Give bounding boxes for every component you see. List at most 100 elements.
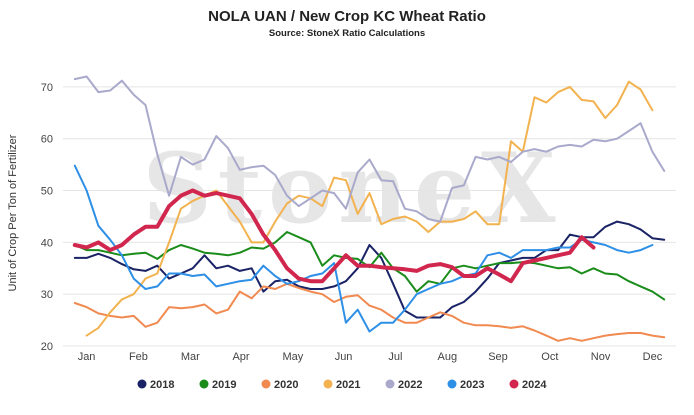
- data-point-2020: [97, 312, 100, 315]
- legend-item-2019[interactable]: 2019: [199, 379, 237, 391]
- data-point-2022: [415, 210, 418, 213]
- data-point-2019: [616, 273, 618, 276]
- data-point-2023: [604, 244, 607, 246]
- data-point-2020: [486, 324, 489, 327]
- data-point-2022: [227, 147, 229, 149]
- data-point-2019: [404, 275, 406, 277]
- legend-item-2021[interactable]: 2021: [323, 379, 361, 391]
- data-point-2024: [569, 251, 571, 254]
- data-point-2018: [639, 228, 642, 231]
- data-point-2020: [380, 308, 383, 311]
- data-point-2020: [85, 306, 88, 308]
- data-point-2023: [156, 285, 159, 288]
- data-point-2018: [203, 254, 206, 257]
- data-point-2020: [498, 325, 501, 328]
- data-point-2024: [85, 246, 88, 249]
- legend-item-2022[interactable]: 2022: [385, 379, 423, 391]
- data-point-2019: [333, 254, 335, 257]
- data-point-2022: [97, 91, 100, 93]
- data-point-2019: [286, 231, 288, 233]
- series-line-2023: [73, 164, 654, 333]
- data-point-2019: [545, 264, 548, 267]
- data-point-2018: [392, 283, 394, 285]
- data-point-2019: [474, 267, 477, 270]
- data-point-2018: [286, 278, 288, 281]
- data-point-2021: [427, 231, 430, 233]
- data-point-2023: [97, 225, 100, 227]
- data-point-2019: [274, 241, 277, 244]
- data-point-2019: [651, 290, 654, 293]
- data-point-2018: [439, 316, 442, 319]
- data-point-2019: [191, 247, 194, 250]
- data-point-2019: [298, 236, 300, 238]
- data-point-2018: [144, 270, 147, 272]
- data-point-2023: [121, 254, 123, 257]
- data-point-2020: [533, 329, 536, 332]
- data-point-2018: [74, 257, 76, 259]
- x-tick-label: Jul: [388, 351, 402, 363]
- data-point-2020: [109, 315, 111, 317]
- data-point-2023: [498, 251, 501, 254]
- y-tick-label: 40: [41, 237, 53, 249]
- data-point-2023: [191, 275, 194, 277]
- data-point-2023: [522, 249, 524, 251]
- data-point-2023: [168, 272, 170, 275]
- data-point-2023: [510, 257, 512, 259]
- data-point-2020: [309, 290, 312, 293]
- data-point-2023: [298, 280, 300, 283]
- data-point-2018: [168, 277, 170, 280]
- legend-item-2020[interactable]: 2020: [261, 379, 299, 391]
- x-tick-label: Feb: [129, 351, 148, 363]
- data-point-2022: [451, 187, 453, 189]
- data-point-2023: [274, 275, 277, 277]
- data-point-2018: [486, 277, 489, 280]
- data-point-2018: [239, 270, 241, 272]
- data-point-2021: [298, 194, 300, 197]
- x-tick-label: Sep: [488, 351, 508, 363]
- data-point-2020: [121, 316, 123, 319]
- data-point-2024: [168, 205, 170, 207]
- data-point-2022: [404, 207, 406, 210]
- data-point-2019: [180, 244, 182, 246]
- data-point-2022: [533, 148, 536, 150]
- data-point-2020: [215, 312, 218, 315]
- data-point-2022: [651, 150, 654, 153]
- data-point-2018: [250, 267, 253, 270]
- series-2020: [73, 282, 666, 342]
- data-point-2021: [498, 223, 501, 225]
- data-point-2024: [227, 194, 229, 197]
- data-point-2019: [203, 251, 206, 254]
- legend-item-2024[interactable]: 2024: [509, 379, 548, 391]
- legend-item-2023[interactable]: 2023: [447, 379, 485, 391]
- data-point-2018: [215, 267, 218, 270]
- data-point-2022: [463, 184, 465, 187]
- y-axis-ticks: 20 30 40 50 60 70: [41, 82, 53, 353]
- data-point-2021: [380, 223, 383, 225]
- data-point-2021: [250, 241, 253, 244]
- data-point-2024: [415, 270, 418, 272]
- data-point-2024: [439, 263, 442, 265]
- data-point-2023: [451, 280, 453, 283]
- data-point-2021: [451, 220, 453, 223]
- legend-marker: [261, 379, 271, 389]
- data-point-2018: [557, 249, 559, 251]
- data-point-2022: [74, 78, 76, 80]
- data-point-2024: [144, 226, 147, 228]
- data-point-2020: [144, 326, 147, 328]
- data-point-2023: [109, 239, 111, 241]
- data-point-2021: [639, 88, 642, 91]
- data-point-2018: [345, 280, 347, 283]
- legend-item-2018[interactable]: 2018: [137, 379, 175, 391]
- data-point-2024: [262, 233, 265, 236]
- data-point-2020: [392, 316, 394, 319]
- data-point-2024: [250, 213, 253, 215]
- data-point-2022: [580, 145, 583, 148]
- data-point-2018: [368, 244, 371, 246]
- series-2024: [72, 188, 596, 284]
- data-point-2023: [545, 249, 548, 251]
- legend-marker: [199, 379, 209, 389]
- legend-label: 2024: [522, 379, 547, 391]
- data-point-2023: [203, 273, 206, 276]
- data-point-2021: [333, 176, 335, 179]
- data-point-2024: [580, 236, 583, 238]
